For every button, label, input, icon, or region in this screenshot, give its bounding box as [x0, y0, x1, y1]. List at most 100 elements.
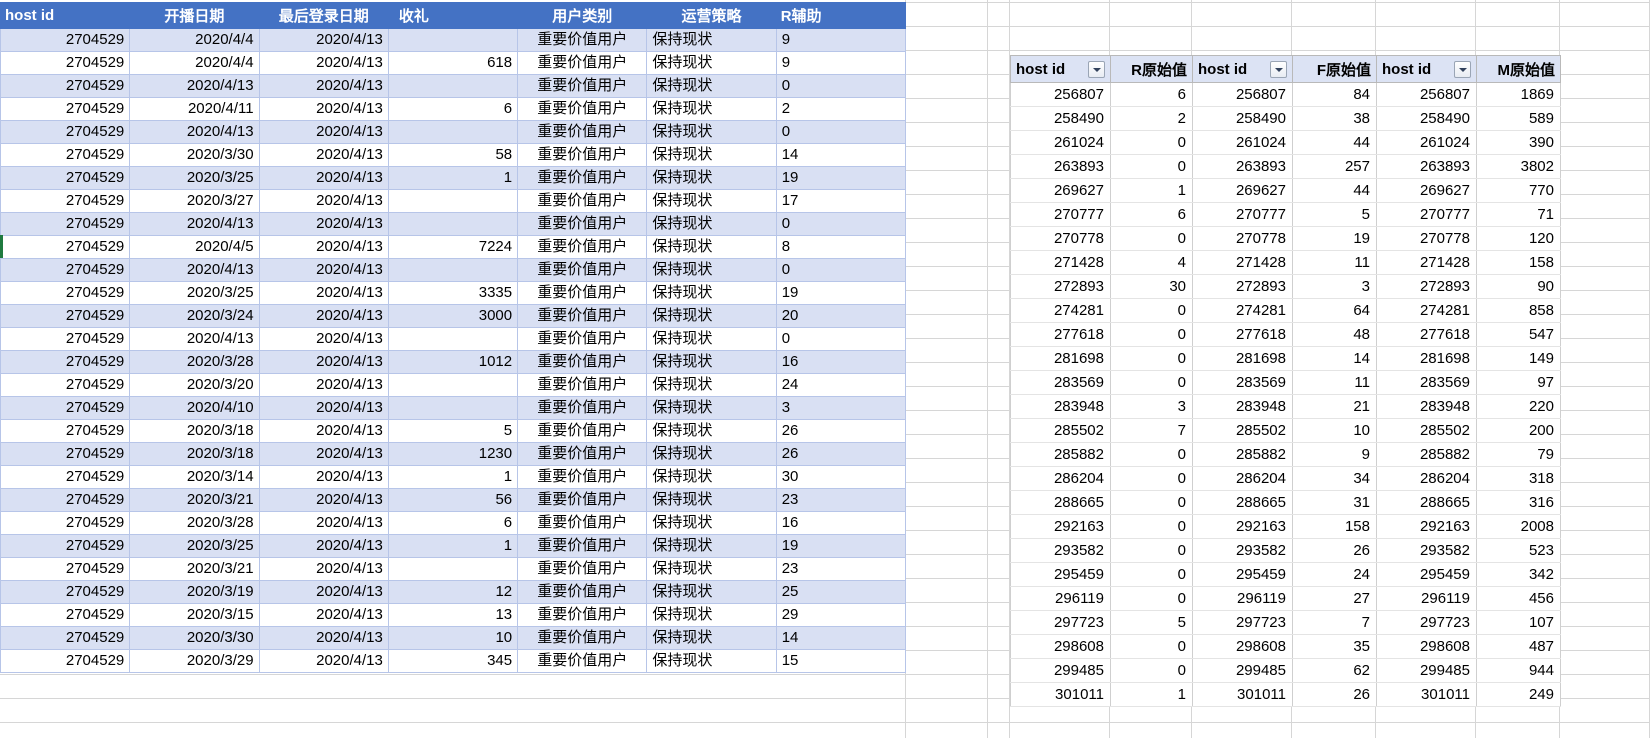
- table-row[interactable]: 2704529 2020/3/15 2020/4/13 13 重要价值用户 保持现状 29: [0, 603, 907, 627]
- cell-f-raw[interactable]: 44: [1292, 130, 1377, 155]
- col-header-r-aux[interactable]: R辅助: [775, 2, 907, 29]
- col-header-start-date[interactable]: 开播日期: [129, 2, 260, 29]
- cell-host-id[interactable]: 2704529: [0, 97, 131, 121]
- cell-strategy[interactable]: 保持现状: [646, 166, 777, 190]
- col-header-last-login[interactable]: 最后登录日期: [258, 2, 389, 29]
- cell-host-id-m[interactable]: 286204: [1376, 466, 1477, 491]
- cell-r-raw[interactable]: 0: [1110, 634, 1193, 659]
- table-row[interactable]: 2704529 2020/4/13 2020/4/13 重要价值用户 保持现状 0: [0, 74, 907, 98]
- cell-user-category[interactable]: 重要价值用户: [517, 649, 648, 673]
- cell-last-login[interactable]: 2020/4/13: [258, 189, 389, 213]
- cell-host-id-f[interactable]: 263893: [1192, 154, 1293, 179]
- cell-host-id-f[interactable]: 295459: [1192, 562, 1293, 587]
- table-row[interactable]: 2704529 2020/3/30 2020/4/13 58 重要价值用户 保持现状 14: [0, 143, 907, 167]
- table-row[interactable]: 2704529 2020/3/21 2020/4/13 重要价值用户 保持现状 23: [0, 557, 907, 581]
- cell-m-raw[interactable]: 316: [1476, 490, 1561, 515]
- cell-host-id[interactable]: 2704529: [0, 511, 131, 535]
- cell-gift[interactable]: 1: [387, 534, 519, 558]
- cell-user-category[interactable]: 重要价值用户: [517, 557, 648, 581]
- cell-strategy[interactable]: 保持现状: [646, 235, 777, 259]
- cell-last-login[interactable]: 2020/4/13: [258, 235, 389, 259]
- table-row[interactable]: 283948 3 283948 21 283948 220: [1010, 394, 1561, 419]
- cell-r-aux[interactable]: 26: [775, 419, 907, 443]
- col-header-user-category[interactable]: 用户类别: [517, 2, 648, 29]
- table-row[interactable]: 274281 0 274281 64 274281 858: [1010, 298, 1561, 323]
- cell-user-category[interactable]: 重要价值用户: [517, 74, 648, 98]
- cell-r-raw[interactable]: 0: [1110, 154, 1193, 179]
- cell-f-raw[interactable]: 5: [1292, 202, 1377, 227]
- cell-m-raw[interactable]: 858: [1476, 298, 1561, 323]
- cell-host-id-f[interactable]: 258490: [1192, 106, 1293, 131]
- cell-gift[interactable]: 3335: [387, 281, 519, 305]
- cell-host-id-r[interactable]: 283948: [1010, 394, 1111, 419]
- cell-start-date[interactable]: 2020/4/13: [129, 74, 260, 98]
- cell-r-aux[interactable]: 14: [775, 626, 907, 650]
- cell-f-raw[interactable]: 21: [1292, 394, 1377, 419]
- cell-user-category[interactable]: 重要价值用户: [517, 51, 648, 75]
- cell-host-id[interactable]: 2704529: [0, 51, 131, 75]
- table-row[interactable]: 288665 0 288665 31 288665 316: [1010, 490, 1561, 515]
- cell-gift[interactable]: [387, 212, 519, 236]
- cell-strategy[interactable]: 保持现状: [646, 304, 777, 328]
- cell-start-date[interactable]: 2020/3/28: [129, 350, 260, 374]
- table-row[interactable]: 2704529 2020/3/21 2020/4/13 56 重要价值用户 保持现状 23: [0, 488, 907, 512]
- cell-host-id-f[interactable]: 270778: [1192, 226, 1293, 251]
- table-row[interactable]: 2704529 2020/4/13 2020/4/13 重要价值用户 保持现状 0: [0, 212, 907, 236]
- table-row[interactable]: 2704529 2020/3/14 2020/4/13 1 重要价值用户 保持现状 30: [0, 465, 907, 489]
- cell-host-id-r[interactable]: 286204: [1010, 466, 1111, 491]
- cell-host-id[interactable]: 2704529: [0, 212, 131, 236]
- cell-last-login[interactable]: 2020/4/13: [258, 327, 389, 351]
- cell-host-id-r[interactable]: 297723: [1010, 610, 1111, 635]
- cell-gift[interactable]: 56: [387, 488, 519, 512]
- cell-gift[interactable]: 618: [387, 51, 519, 75]
- table-row[interactable]: 2704529 2020/4/4 2020/4/13 重要价值用户 保持现状 9: [0, 28, 907, 52]
- cell-r-raw[interactable]: 0: [1110, 514, 1193, 539]
- cell-host-id[interactable]: 2704529: [0, 143, 131, 167]
- cell-host-id-f[interactable]: 274281: [1192, 298, 1293, 323]
- cell-host-id-f[interactable]: 285502: [1192, 418, 1293, 443]
- cell-start-date[interactable]: 2020/3/20: [129, 373, 260, 397]
- cell-host-id-f[interactable]: 277618: [1192, 322, 1293, 347]
- table-row[interactable]: 299485 0 299485 62 299485 944: [1010, 658, 1561, 683]
- cell-strategy[interactable]: 保持现状: [646, 649, 777, 673]
- cell-host-id[interactable]: 2704529: [0, 120, 131, 144]
- table-row[interactable]: 2704529 2020/4/11 2020/4/13 6 重要价值用户 保持现状 2: [0, 97, 907, 121]
- cell-r-raw[interactable]: 0: [1110, 322, 1193, 347]
- cell-host-id-r[interactable]: 261024: [1010, 130, 1111, 155]
- cell-host-id-r[interactable]: 295459: [1010, 562, 1111, 587]
- cell-host-id-m[interactable]: 261024: [1376, 130, 1477, 155]
- cell-gift[interactable]: 58: [387, 143, 519, 167]
- cell-user-category[interactable]: 重要价值用户: [517, 327, 648, 351]
- cell-strategy[interactable]: 保持现状: [646, 442, 777, 466]
- cell-start-date[interactable]: 2020/3/18: [129, 442, 260, 466]
- cell-host-id-m[interactable]: 269627: [1376, 178, 1477, 203]
- table-row[interactable]: 283569 0 283569 11 283569 97: [1010, 370, 1561, 395]
- cell-host-id-m[interactable]: 298608: [1376, 634, 1477, 659]
- col-header-strategy[interactable]: 运营策略: [646, 2, 777, 29]
- cell-start-date[interactable]: 2020/3/29: [129, 649, 260, 673]
- cell-user-category[interactable]: 重要价值用户: [517, 189, 648, 213]
- cell-strategy[interactable]: 保持现状: [646, 327, 777, 351]
- cell-r-aux[interactable]: 16: [775, 511, 907, 535]
- cell-host-id-f[interactable]: 283569: [1192, 370, 1293, 395]
- cell-host-id-m[interactable]: 295459: [1376, 562, 1477, 587]
- cell-host-id-r[interactable]: 277618: [1010, 322, 1111, 347]
- filter-dropdown-icon[interactable]: [1270, 60, 1287, 78]
- cell-user-category[interactable]: 重要价值用户: [517, 396, 648, 420]
- cell-gift[interactable]: [387, 258, 519, 282]
- cell-f-raw[interactable]: 27: [1292, 586, 1377, 611]
- cell-f-raw[interactable]: 48: [1292, 322, 1377, 347]
- cell-r-aux[interactable]: 0: [775, 258, 907, 282]
- cell-f-raw[interactable]: 44: [1292, 178, 1377, 203]
- cell-m-raw[interactable]: 158: [1476, 250, 1561, 275]
- cell-m-raw[interactable]: 79: [1476, 442, 1561, 467]
- cell-f-raw[interactable]: 14: [1292, 346, 1377, 371]
- cell-host-id-m[interactable]: 272893: [1376, 274, 1477, 299]
- col-header-f-raw[interactable]: F原始值: [1292, 55, 1377, 83]
- cell-start-date[interactable]: 2020/3/15: [129, 603, 260, 627]
- cell-r-raw[interactable]: 0: [1110, 346, 1193, 371]
- cell-m-raw[interactable]: 220: [1476, 394, 1561, 419]
- cell-r-aux[interactable]: 2: [775, 97, 907, 121]
- cell-host-id-f[interactable]: 292163: [1192, 514, 1293, 539]
- cell-r-aux[interactable]: 15: [775, 649, 907, 673]
